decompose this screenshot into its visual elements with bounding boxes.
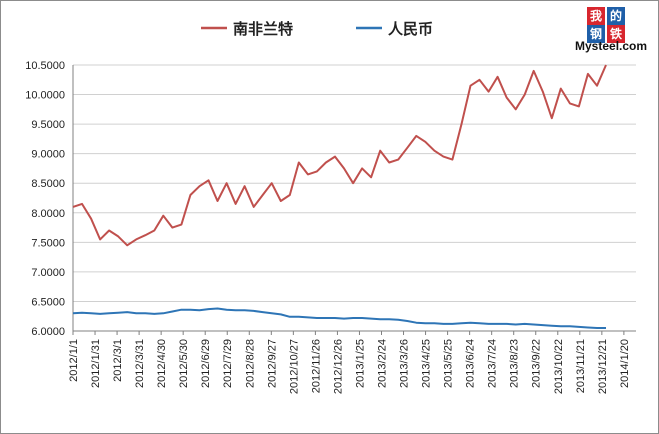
legend: 南非兰特 人民币 — [201, 20, 433, 38]
x-tick-label: 2013/10/22 — [553, 339, 565, 394]
x-tick-label: 2012/11/26 — [310, 339, 322, 393]
x-tick-label: 2013/9/22 — [531, 339, 543, 388]
series-line-1 — [72, 307, 606, 329]
logo-char-4: 铁 — [607, 25, 625, 43]
x-tick-label: 2012/9/27 — [266, 339, 278, 388]
grid-lines — [73, 64, 636, 332]
y-tick-label: 10.0000 — [25, 90, 65, 102]
y-tick-label: 9.5000 — [31, 119, 65, 131]
y-tick-label: 10.5000 — [25, 60, 65, 72]
x-tick-label: 2013/12/21 — [597, 339, 609, 394]
x-tick-label: 2013/8/23 — [509, 339, 521, 388]
legend-label-0: 南非兰特 — [233, 20, 293, 38]
x-tick-label: 2012/7/29 — [222, 339, 234, 388]
x-tick-label: 2012/8/28 — [244, 339, 256, 388]
y-tick-label: 8.0000 — [31, 208, 65, 220]
y-axis: 6.0000 6.5000 7.0000 7.5000 8.0000 8.5000 9.00… — [25, 60, 74, 338]
x-axis: 2012/1/1 2012/1/31 2012/3/1 2012/3/31 2012/4… — [68, 330, 636, 394]
legend-label-1: 人民币 — [388, 20, 433, 38]
y-tick-label: 6.5000 — [31, 296, 65, 308]
y-tick-label: 9.0000 — [31, 149, 65, 161]
x-tick-label: 2014/1/20 — [619, 339, 631, 388]
x-tick-label: 2013/11/21 — [575, 339, 587, 393]
x-tick-label: 2012/5/30 — [178, 339, 190, 388]
x-tick-label: 2012/1/31 — [90, 339, 102, 388]
x-tick-label: 2013/3/26 — [399, 339, 411, 388]
x-tick-label: 2012/3/1 — [112, 339, 124, 382]
y-tick-label: 6.0000 — [31, 326, 65, 338]
x-tick-label: 2012/3/31 — [134, 339, 146, 388]
logo-char-1: 我 — [587, 7, 605, 25]
x-tick-label: 2013/7/24 — [487, 339, 499, 388]
y-tick-label: 7.5000 — [31, 237, 65, 249]
x-tick-label: 2013/4/25 — [421, 339, 433, 388]
x-tick-label: 2012/4/30 — [156, 339, 168, 388]
logo-char-3: 钢 — [587, 25, 605, 43]
x-tick-label: 2013/5/25 — [443, 339, 455, 388]
x-tick-label: 2012/1/1 — [68, 339, 80, 382]
x-tick-label: 2012/12/26 — [332, 339, 344, 394]
x-tick-label: 2012/6/29 — [200, 339, 212, 388]
series-line-0 — [72, 64, 607, 247]
logo-char-2: 的 — [607, 7, 625, 25]
mysteel-logo: 我 的 钢 铁 Mysteel.com — [571, 7, 655, 57]
x-tick-label: 2013/2/24 — [376, 339, 388, 388]
x-tick-label: 2013/1/25 — [354, 339, 366, 388]
y-tick-label: 7.0000 — [31, 267, 65, 279]
series-lines — [72, 64, 607, 329]
logo-text: Mysteel.com — [575, 39, 648, 53]
x-tick-label: 2013/6/24 — [465, 339, 477, 388]
y-tick-label: 8.5000 — [31, 178, 65, 190]
x-tick-label: 2012/10/27 — [288, 339, 300, 394]
